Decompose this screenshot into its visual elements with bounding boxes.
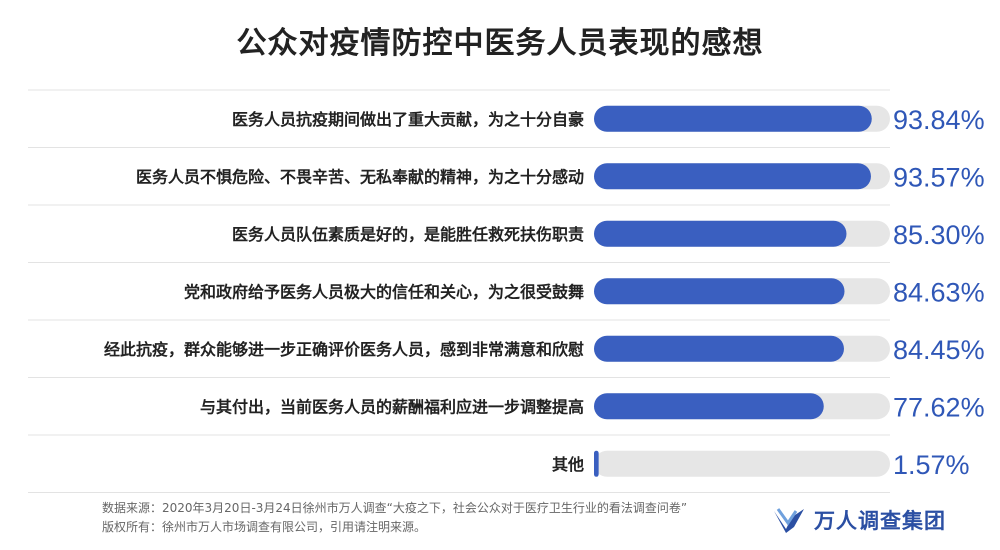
value-label: 93.84% xyxy=(893,105,985,135)
logo-text: 万人调查集团 xyxy=(814,509,946,533)
source-line-1: 数据来源：2020年3月20日-3月24日徐州市万人调查“大疫之下，社会公众对于… xyxy=(102,501,688,515)
bar xyxy=(594,335,844,362)
copyright-line: 版权所有：徐州市万人市场调查有限公司，引用请注明来源。 xyxy=(102,520,427,534)
category-label: 医务人员队伍素质是好的，是能胜任救死扶伤职责 xyxy=(232,225,584,244)
value-label: 1.57% xyxy=(893,450,970,480)
logo-icon xyxy=(774,508,804,533)
chart-title: 公众对疫情防控中医务人员表现的感想 xyxy=(236,26,764,61)
category-label: 经此抗疫，群众能够进一步正确评价医务人员，感到非常满意和欣慰 xyxy=(104,340,584,359)
brand-logo: 万人调查集团 xyxy=(772,502,946,538)
category-label: 医务人员抗疫期间做出了重大贡献，为之十分自豪 xyxy=(232,110,584,129)
bar xyxy=(594,393,824,420)
bar xyxy=(594,163,871,190)
category-label: 党和政府给予医务人员极大的信任和关心，为之很受鼓舞 xyxy=(184,282,584,301)
bar xyxy=(594,105,872,132)
category-label: 与其付出，当前医务人员的薪酬福利应进一步调整提高 xyxy=(200,397,584,416)
value-label: 84.63% xyxy=(893,277,985,307)
value-label: 85.30% xyxy=(893,220,985,250)
bar xyxy=(594,220,847,247)
bar-chart: 医务人员抗疫期间做出了重大贡献，为之十分自豪 93.84% 医务人员不惧危险、不畏辛… xyxy=(28,89,985,493)
value-label: 77.62% xyxy=(893,392,985,422)
bar xyxy=(594,450,599,477)
source-note: 数据来源：2020年3月20日-3月24日徐州市万人调查“大疫之下，社会公众对于… xyxy=(102,499,687,537)
value-label: 84.45% xyxy=(893,335,985,365)
bar-track xyxy=(594,450,890,477)
category-label: 医务人员不惧危险、不畏辛苦、无私奉献的精神，为之十分感动 xyxy=(136,167,584,186)
bar xyxy=(594,278,845,305)
value-label: 93.57% xyxy=(893,162,985,192)
category-label: 其他 xyxy=(552,455,584,474)
